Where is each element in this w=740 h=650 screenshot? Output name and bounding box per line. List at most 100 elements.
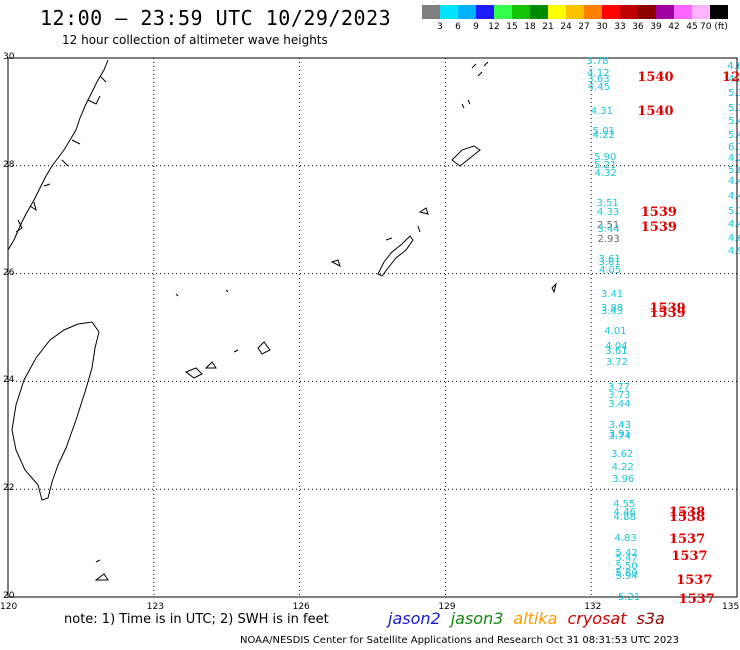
latitude-label: 22	[3, 483, 15, 494]
pass-number: 1539	[640, 220, 677, 236]
color-scale-label: 15	[506, 22, 518, 32]
color-swatch	[548, 5, 566, 19]
wave-height-value: 5.42	[728, 130, 740, 142]
latitude-label: 24	[3, 375, 15, 386]
wave-height-value: 4.12	[587, 67, 610, 79]
wave-height-value: 5.49	[728, 115, 740, 127]
color-scale-label: 18	[524, 22, 536, 32]
wave-height-value: 4.22	[592, 130, 615, 142]
color-swatch	[638, 5, 656, 19]
wave-height-value: 3.41	[600, 289, 624, 301]
footer-note: note: 1) Time is in UTC; 2) SWH is in fe…	[64, 612, 329, 627]
wave-height-value: 3.44	[597, 224, 620, 236]
wave-height-value: 3.63	[587, 73, 610, 85]
wave-height-value: 2.93	[597, 234, 620, 246]
color-swatch	[674, 5, 692, 19]
wave-height-value: 4.55	[613, 499, 636, 511]
pass-number: 1539	[649, 306, 686, 322]
satellite-name: altika	[513, 609, 558, 628]
longitude-label: 129	[438, 602, 456, 612]
china-coastline	[7, 59, 109, 251]
color-swatch	[458, 5, 476, 19]
wave-height-value: 5.16	[728, 102, 740, 114]
color-scale-label: 42	[668, 22, 680, 32]
sakishima-coastline	[184, 341, 271, 379]
wave-height-value: 5.90	[594, 151, 617, 163]
wave-height-value: 2.51	[597, 220, 620, 232]
latitude-label: 26	[3, 267, 15, 278]
wave-height-value: 5.39	[728, 88, 740, 100]
longitude-label: 132	[584, 602, 602, 612]
wave-height-value: 4.04	[605, 341, 628, 353]
wave-height-value: 5.21	[594, 159, 617, 171]
pass-number: 1538	[668, 509, 706, 525]
color-swatch	[530, 5, 548, 19]
satellite-name: cryosat	[567, 609, 627, 628]
wave-height-value: 3.72	[605, 356, 629, 368]
wave-height-value: 3.51	[596, 197, 619, 209]
wave-height-value: 5.94	[615, 571, 638, 583]
color-swatch	[422, 5, 440, 19]
okinawa-coastline	[377, 235, 414, 277]
color-swatch	[584, 5, 602, 19]
wave-height-value: 4.45	[587, 82, 611, 94]
color-scale-label: 27	[578, 22, 590, 32]
wave-height-value: 4.01	[604, 325, 627, 337]
wave-height-value: 5.13	[728, 205, 740, 217]
wave-height-value: 4.83	[614, 532, 637, 544]
pass-number: 1540	[637, 103, 674, 119]
color-swatch	[512, 5, 530, 19]
wave-height-value: 4.49	[728, 219, 740, 231]
wave-height-value: 4.05	[598, 264, 622, 276]
color-swatch	[620, 5, 638, 19]
wave-height-value: 5.01	[592, 126, 615, 138]
latitude-label: 30	[3, 52, 15, 62]
wave-height-value: 4.98	[728, 246, 740, 258]
wave-height-value: 3.62	[611, 449, 634, 461]
color-scale-label: 36	[632, 22, 644, 32]
wave-height-value: 4.22	[611, 461, 634, 473]
map-graticule	[7, 57, 738, 598]
color-swatch	[494, 5, 512, 19]
longitude-label: 120	[0, 602, 18, 612]
wave-height-value: 4.32	[594, 168, 617, 180]
wave-height-value: 4.45	[728, 191, 740, 203]
satellite-name: jason3	[450, 609, 504, 628]
wave-height-value: 3.61	[598, 253, 621, 265]
color-swatch	[602, 5, 620, 19]
color-scale-label: 24	[560, 22, 572, 32]
page-subtitle: 12 hour collection of altimeter wave hei…	[62, 33, 328, 47]
latitude-label: 28	[3, 159, 15, 170]
pass-number: 1539	[649, 300, 686, 316]
pass-number: 1537	[678, 591, 715, 607]
wave-height-value: 3.43	[608, 420, 631, 432]
color-scale-label: 6	[455, 22, 461, 32]
wave-height-value: 5.83	[728, 165, 740, 177]
color-scale-label: 45	[686, 22, 698, 32]
wave-height-value: 3.78	[586, 55, 609, 67]
taiwan-coastline	[11, 321, 100, 501]
wave-height-value: 3.88	[600, 302, 624, 314]
color-scale-label: 70 (ft)	[700, 22, 728, 32]
wave-height-value: 4.48	[728, 175, 740, 187]
pass-number: 124	[722, 70, 740, 86]
color-scale-label: 3	[437, 22, 443, 32]
longitude-label: 123	[146, 602, 164, 612]
color-scale-label: 30	[596, 22, 608, 32]
satellite-legend: jason2 jason3 altika cryosat s3a	[388, 609, 675, 628]
amami-coastline	[451, 145, 481, 167]
color-scale-label: 39	[650, 22, 662, 32]
wave-height-value: 4.35	[728, 73, 740, 85]
color-scale-label: 21	[542, 22, 554, 32]
color-scale-label: 12	[488, 22, 500, 32]
pass-number: 1537	[671, 548, 708, 564]
page-title: 12:00 – 23:59 UTC 10/29/2023	[40, 6, 392, 30]
color-scale-label: 9	[473, 22, 479, 32]
wave-height-value: 6.77	[728, 142, 740, 153]
pass-number: 1537	[668, 532, 706, 548]
coastline	[7, 59, 557, 581]
wave-height-value: 3.77	[607, 382, 630, 394]
wave-height-value: 4.31	[590, 105, 613, 117]
wave-height-value: 3.74	[608, 430, 631, 442]
